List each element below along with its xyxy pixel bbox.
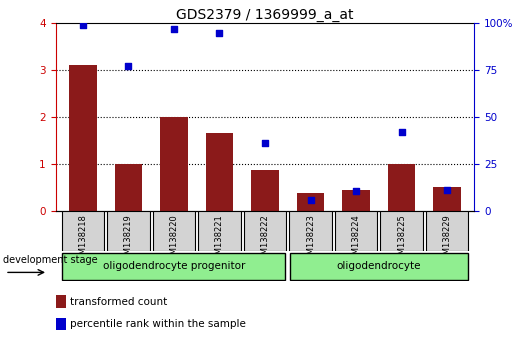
Bar [56,318,66,330]
Text: GSM138220: GSM138220 [170,214,179,265]
Point [352,188,360,194]
Bar [342,189,370,211]
Point [79,23,87,28]
Bar [56,295,66,308]
Title: GDS2379 / 1369999_a_at: GDS2379 / 1369999_a_at [176,8,354,22]
Bar [63,253,286,280]
Point [306,198,315,203]
Text: development stage: development stage [3,255,98,265]
Point [261,140,269,146]
Bar [380,211,423,251]
Bar [107,211,150,251]
Bar [434,187,461,211]
Bar [206,133,233,211]
Bar [289,211,332,251]
Text: GSM138223: GSM138223 [306,214,315,265]
Bar [115,164,142,211]
Bar [388,164,415,211]
Bar [244,211,286,251]
Point [170,26,178,32]
Bar [153,211,196,251]
Point [398,129,406,135]
Bar [198,211,241,251]
Bar [297,193,324,211]
Text: GSM138218: GSM138218 [78,214,87,265]
Bar [334,211,377,251]
Point [215,30,224,36]
Text: oligodendrocyte: oligodendrocyte [337,261,421,271]
Point [124,63,132,69]
Bar [61,211,104,251]
Text: GSM138221: GSM138221 [215,214,224,265]
Text: GSM138224: GSM138224 [351,214,360,265]
Bar [290,253,467,280]
Text: GSM138222: GSM138222 [261,214,269,265]
Text: GSM138225: GSM138225 [397,214,406,265]
Text: GSM138219: GSM138219 [124,214,133,265]
Bar [426,211,469,251]
Point [443,187,451,192]
Text: transformed count: transformed count [70,297,167,307]
Text: oligodendrocyte progenitor: oligodendrocyte progenitor [103,261,245,271]
Text: GSM138229: GSM138229 [443,214,452,265]
Bar [251,170,279,211]
Bar [69,65,96,211]
Bar [161,117,188,211]
Text: percentile rank within the sample: percentile rank within the sample [70,319,246,330]
